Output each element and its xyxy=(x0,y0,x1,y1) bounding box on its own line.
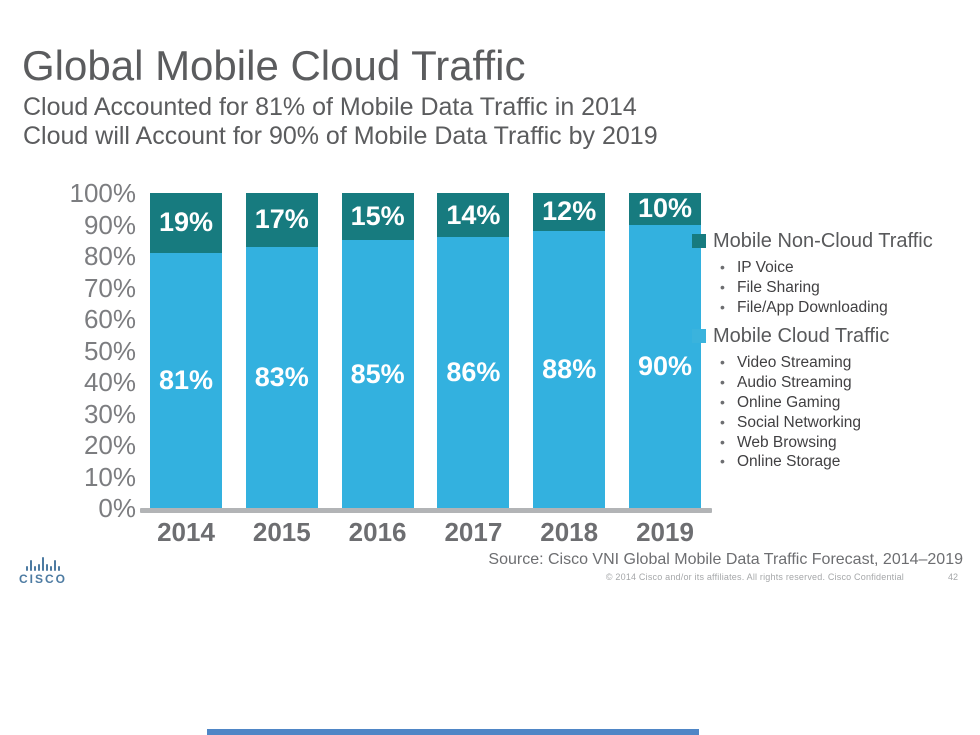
slide-subtitle-line2: Cloud will Account for 90% of Mobile Dat… xyxy=(23,122,658,150)
x-tick-label: 2016 xyxy=(348,517,407,547)
bottom-accent-bar xyxy=(207,729,699,735)
stacked-bar-2019: 10% 90% xyxy=(628,193,701,508)
y-tick-label: 10% xyxy=(83,461,136,492)
x-tick-label: 2018 xyxy=(540,517,599,547)
non-cloud-segment: 15% xyxy=(341,193,414,241)
y-tick-label: 40% xyxy=(83,367,136,397)
x-tick-label: 2015 xyxy=(252,517,311,547)
slide-title: Global Mobile Cloud Traffic xyxy=(22,42,526,89)
x-tick-label: 2019 xyxy=(636,517,694,547)
y-tick-label: 80% xyxy=(83,241,136,271)
footer-row: © 2014 Cisco and/or its affiliates. All … xyxy=(606,572,958,582)
legend-bullet-item: File/App Downloading xyxy=(720,298,977,318)
legend-bullet-item: IP Voice xyxy=(720,258,977,278)
legend-label: Mobile Cloud Traffic xyxy=(713,325,890,348)
stacked-bar-2014: 19% 81% xyxy=(150,193,222,508)
y-tick-label: 90% xyxy=(83,209,136,240)
cloud-segment: 83% xyxy=(245,246,318,508)
y-tick-label: 50% xyxy=(83,335,136,366)
cisco-bridge-icon xyxy=(25,556,61,571)
legend-item: Mobile Non-Cloud Traffic xyxy=(692,228,977,254)
non-cloud-segment: 14% xyxy=(437,193,510,238)
stacked-bar-2016: 15% 85% xyxy=(341,193,414,508)
stacked-bar-2018: 12% 88% xyxy=(533,193,606,508)
cloud-segment: 90% xyxy=(628,224,701,508)
legend-bullet-item: Video Streaming xyxy=(720,353,977,373)
non-cloud-segment: 19% xyxy=(150,193,222,253)
x-axis: 2014 2015 2016 2017 2018 2019 xyxy=(150,517,701,548)
stacked-bar-2015: 17% 83% xyxy=(245,193,318,508)
page-number: 42 xyxy=(947,572,958,582)
legend-bullet-item: Web Browsing xyxy=(720,433,977,453)
y-tick-label: 30% xyxy=(83,398,136,429)
y-tick-label: 60% xyxy=(83,304,136,334)
legend-bullet-item: File Sharing xyxy=(720,278,977,298)
legend-bullet-item: Online Storage xyxy=(720,452,977,472)
legend-bullet-item: Social Networking xyxy=(720,413,977,433)
legend-bullet-list: Video StreamingAudio StreamingOnline Gam… xyxy=(692,353,977,472)
x-tick-label: 2017 xyxy=(444,517,503,547)
legend-bullet-item: Audio Streaming xyxy=(720,373,977,393)
legend-swatch-icon xyxy=(692,234,706,248)
y-tick-label: 0% xyxy=(98,493,136,523)
cisco-logo-text: CISCO xyxy=(18,572,67,586)
legend-bullet-item: Online Gaming xyxy=(720,393,977,413)
non-cloud-segment: 12% xyxy=(533,193,606,231)
cisco-logo: CISCO xyxy=(13,556,73,586)
copyright-text: © 2014 Cisco and/or its affiliates. All … xyxy=(605,572,904,582)
x-tick-label: 2014 xyxy=(157,517,215,547)
legend-bullet-list: IP VoiceFile SharingFile/App Downloading xyxy=(692,258,977,317)
legend-swatch-icon xyxy=(692,329,706,344)
slide-subtitle-line1: Cloud Accounted for 81% of Mobile Data T… xyxy=(23,93,637,121)
legend-label: Mobile Non-Cloud Traffic xyxy=(713,230,933,252)
non-cloud-segment: 17% xyxy=(245,193,318,247)
x-axis-baseline xyxy=(140,508,712,513)
stacked-bar-2017: 14% 86% xyxy=(437,193,510,508)
legend-item: Mobile Cloud Traffic xyxy=(692,323,977,349)
plot-area: 19% 81% 17% 83% 15% 85% 14% 86% 12% 88% 10% 90% xyxy=(150,193,701,508)
non-cloud-segment: 10% xyxy=(628,193,701,225)
cloud-segment: 86% xyxy=(437,237,510,508)
source-text: Source: Cisco VNI Global Mobile Data Tra… xyxy=(488,551,963,568)
cloud-segment: 81% xyxy=(150,252,222,508)
cloud-segment: 85% xyxy=(341,240,414,508)
y-tick-label: 20% xyxy=(83,430,136,460)
cloud-segment: 88% xyxy=(533,230,606,508)
chart-legend: Mobile Non-Cloud Traffic IP VoiceFile Sha… xyxy=(692,226,977,478)
y-tick-label: 70% xyxy=(83,272,136,303)
y-tick-label: 100% xyxy=(69,178,137,208)
y-axis: 100% 90% 80% 70% 60% 50% 40% 30% 20% 10% 0% xyxy=(40,178,137,523)
